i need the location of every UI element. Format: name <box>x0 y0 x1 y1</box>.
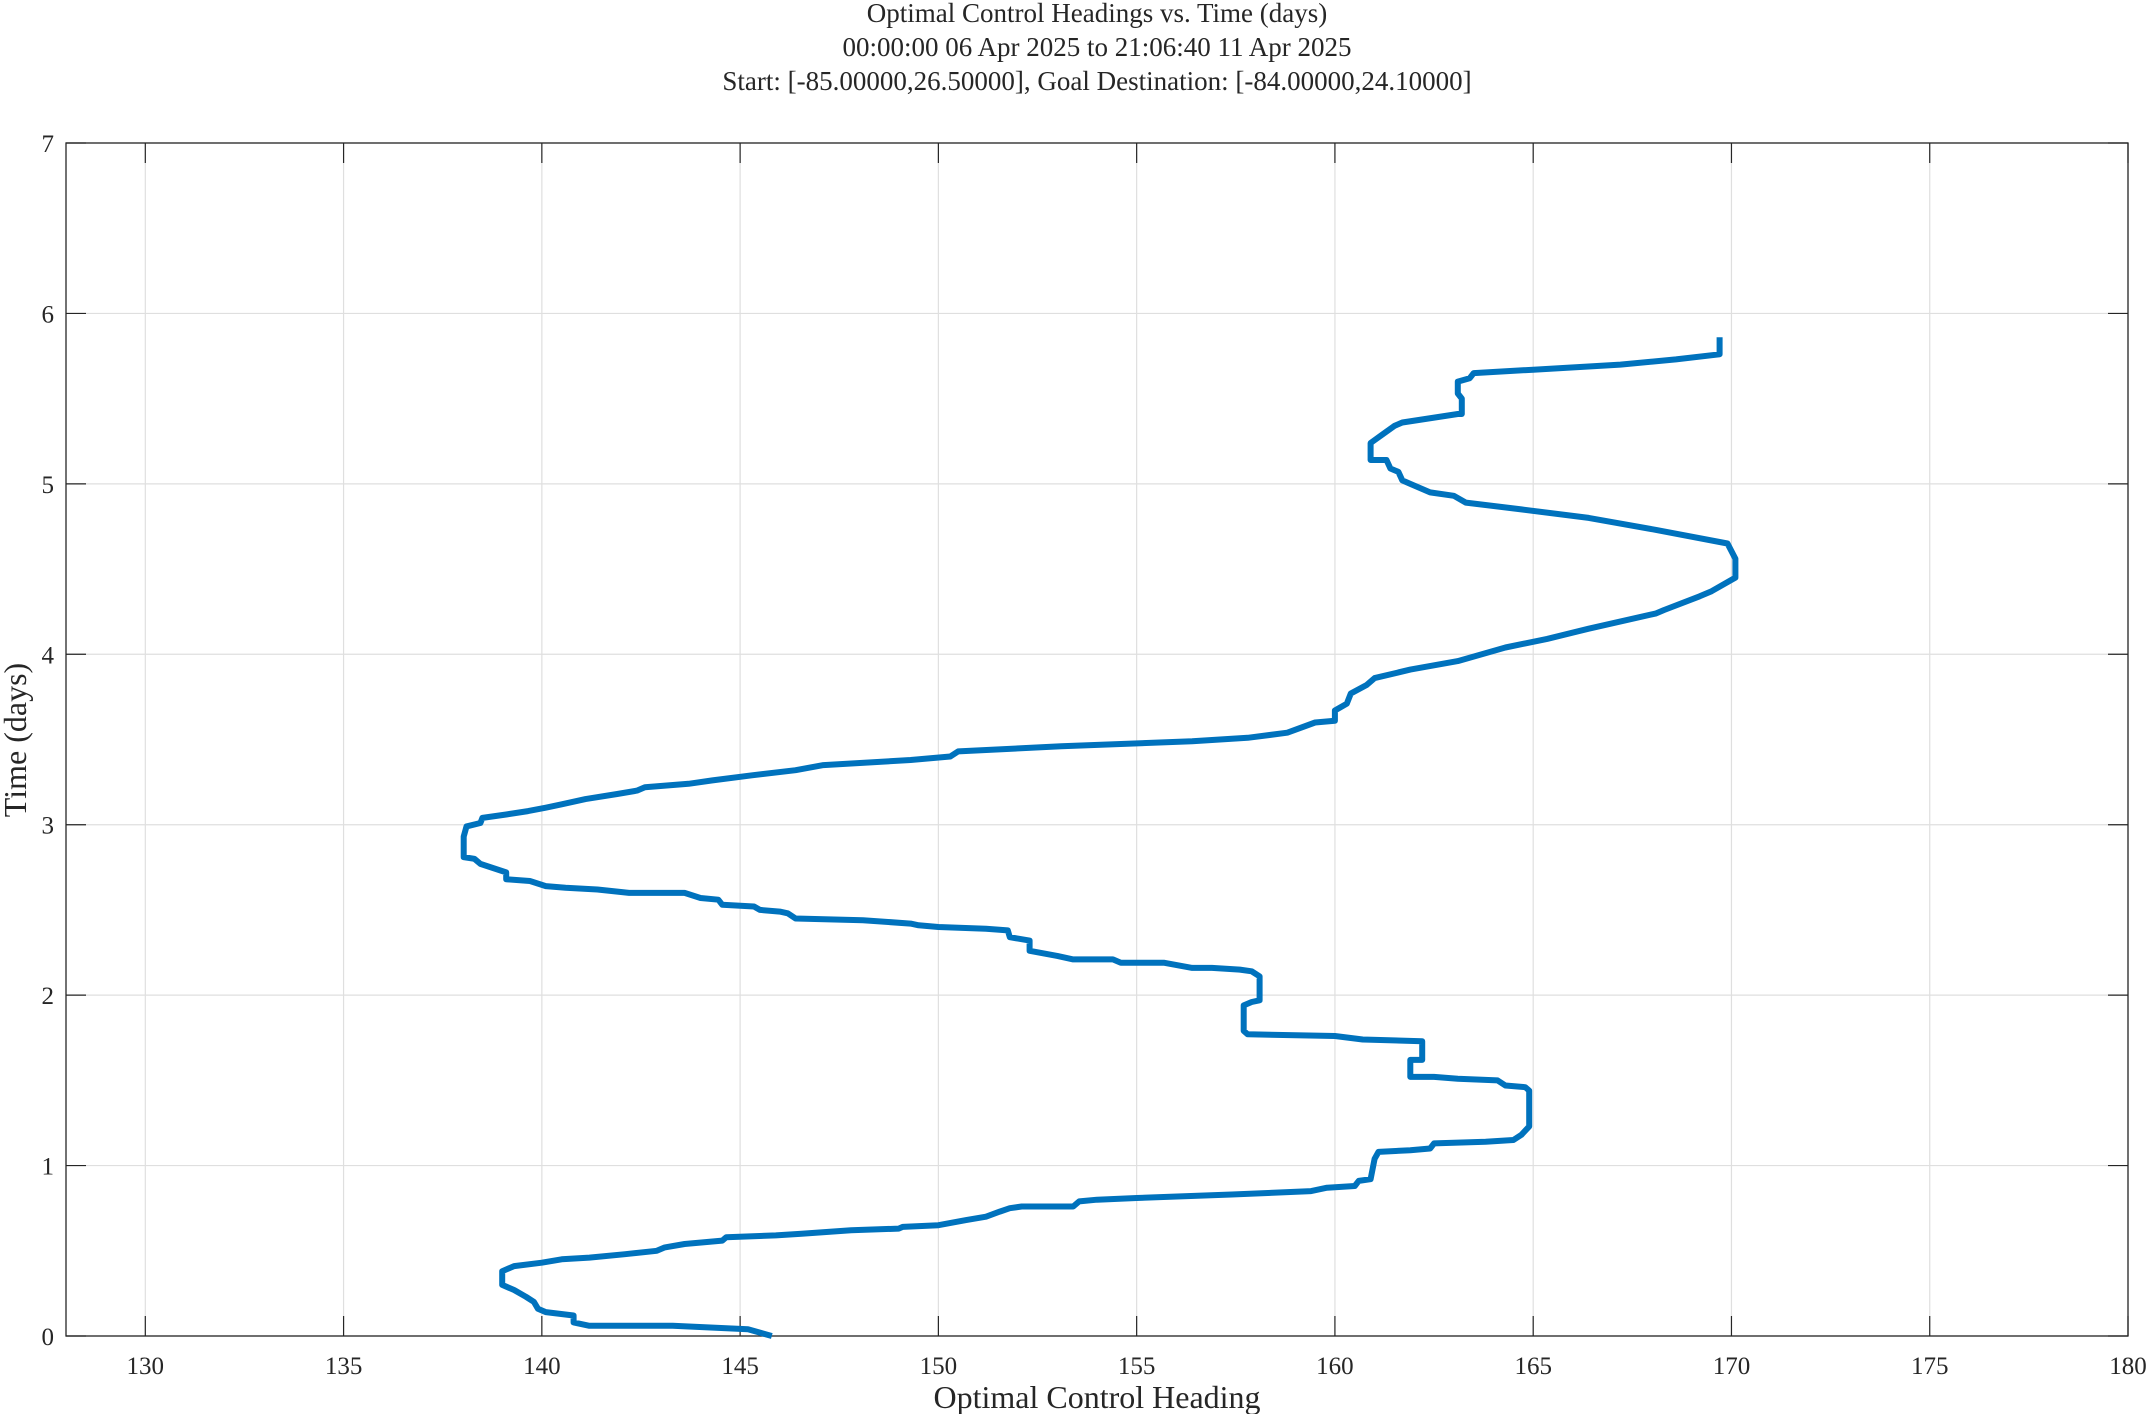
y-tick-label: 2 <box>42 983 55 1010</box>
plot-area-box <box>65 142 2129 1337</box>
x-tick-label: 170 <box>1713 1353 1751 1380</box>
x-tick-label: 130 <box>127 1353 165 1380</box>
chart-title-line-2: 00:00:00 06 Apr 2025 to 21:06:40 11 Apr … <box>842 32 1351 62</box>
y-tick-label: 7 <box>42 131 55 158</box>
x-tick-label: 150 <box>920 1353 958 1380</box>
chart-title-line-3: Start: [-85.00000,26.50000], Goal Destin… <box>722 66 1471 96</box>
x-tick-label: 135 <box>325 1353 363 1380</box>
y-tick-label: 6 <box>42 301 55 328</box>
y-tick-label: 0 <box>42 1324 55 1351</box>
series-line-heading <box>460 337 1739 1339</box>
y-tick-label: 4 <box>42 642 55 669</box>
y-tick-label: 1 <box>42 1154 55 1181</box>
x-tick-label: 160 <box>1316 1353 1354 1380</box>
y-axis-label: Time (days) <box>0 663 33 817</box>
y-tick-label: 5 <box>42 472 55 499</box>
grid <box>66 142 2129 1337</box>
x-tick-label: 175 <box>1911 1353 1949 1380</box>
y-tick-label: 3 <box>42 813 55 840</box>
x-tick-label: 180 <box>2109 1353 2147 1380</box>
x-tick-label: 155 <box>1118 1353 1156 1380</box>
ticks: 130 135 140 145 150 155 160 165 170 175 180 0 1 2 3 4 5 6… <box>42 131 2147 1380</box>
chart-title-line-1: Optimal Control Headings vs. Time (days) <box>867 0 1328 28</box>
x-tick-label: 140 <box>523 1353 561 1380</box>
x-axis-label: Optimal Control Heading <box>933 1379 1260 1414</box>
x-tick-label: 145 <box>721 1353 759 1380</box>
series-group <box>460 337 1739 1339</box>
x-tick-label: 165 <box>1514 1353 1552 1380</box>
